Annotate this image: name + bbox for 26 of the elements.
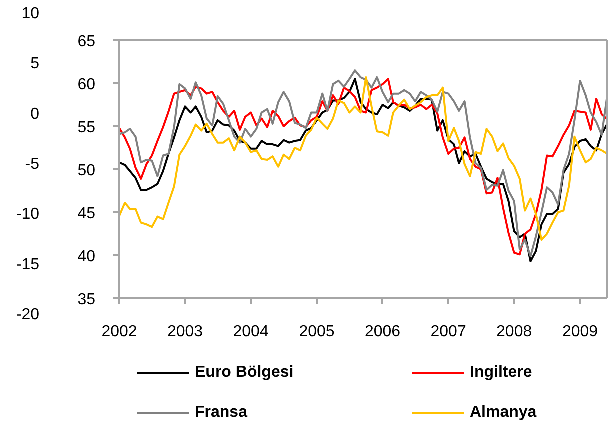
legend-label: Euro Bölgesi: [195, 363, 294, 383]
y2-tick-label: -20: [16, 306, 40, 324]
y2-tick-label: 0: [30, 106, 40, 123]
y-tick-label: 45: [78, 206, 96, 222]
x-tick-label: 2007: [430, 324, 466, 340]
y2-tick-label: 10: [22, 6, 40, 22]
legend-label: Fransa: [195, 403, 248, 423]
y-tick-label: 50: [78, 162, 96, 180]
y-tick-label: 40: [78, 248, 96, 266]
x-tick-label: 2006: [364, 324, 401, 340]
y2-tick-label: 5: [30, 56, 40, 73]
y2-tick-label: -10: [16, 206, 40, 224]
x-tick-label: 2003: [167, 324, 204, 340]
y-tick-label: 35: [78, 292, 96, 308]
legend-label: Ingiltere: [470, 363, 532, 383]
x-tick-label: 2004: [233, 324, 269, 340]
x-tick-label: 2002: [102, 324, 138, 340]
y2-tick-label: -15: [16, 256, 40, 274]
x-tick-label: 2009: [562, 324, 598, 340]
y-tick-label: 65: [78, 34, 96, 50]
x-tick-label: 2005: [299, 324, 335, 340]
x-tick-label: 2008: [496, 324, 532, 340]
y-tick-label: 55: [78, 120, 96, 136]
y-tick-label: 60: [78, 76, 96, 94]
legend-label: Almanya: [470, 403, 537, 423]
y2-tick-label: -5: [25, 156, 40, 173]
